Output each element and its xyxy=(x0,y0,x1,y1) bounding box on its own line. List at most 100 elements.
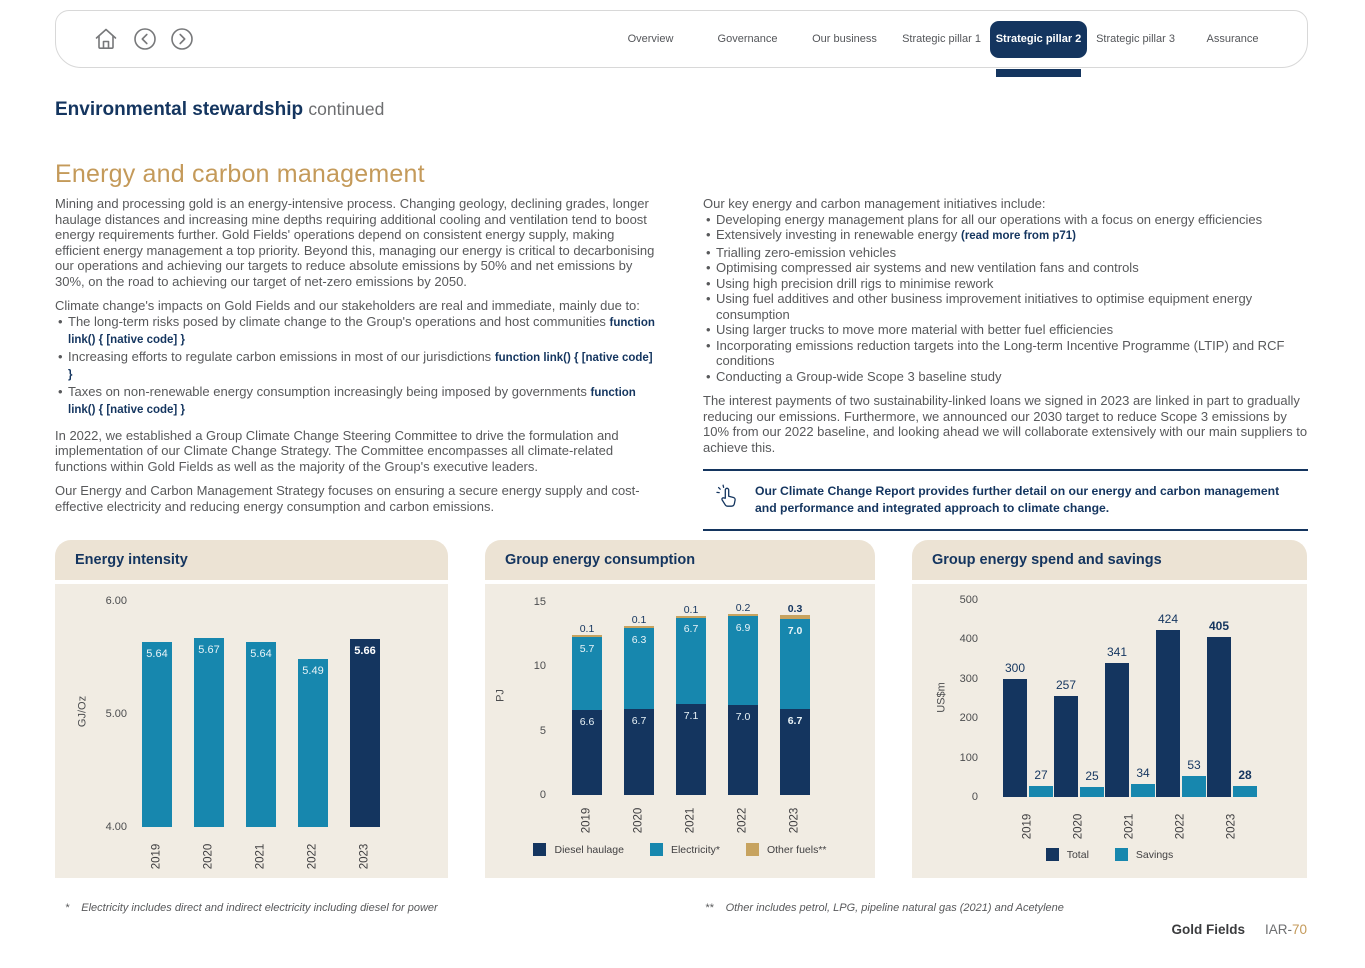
legend-item-electricity: Electricity* xyxy=(649,843,720,856)
chevron-left-icon[interactable] xyxy=(133,27,157,51)
bullet-item: The long-term risks posed by climate cha… xyxy=(55,314,660,349)
electricity-swatch-icon xyxy=(649,843,663,856)
legend-item-other-fuels: Other fuels** xyxy=(745,843,827,856)
read-more-link[interactable]: function link() { [native code] } xyxy=(68,316,655,347)
savings-value-label-2019: 27 xyxy=(1034,768,1048,783)
tab-strategic-pillar-3[interactable]: Strategic pillar 3 xyxy=(1087,11,1184,67)
bar-value-label-2023: 5.66 xyxy=(354,645,376,658)
top-navigation: Overview Governance Our business Strategic … xyxy=(55,10,1308,77)
segment-label-diesel-haulage-2020: 6.7 xyxy=(631,714,647,727)
bullet-item: Trialling zero-emission vehicles xyxy=(703,245,1308,261)
total-value-label-2023: 405 xyxy=(1208,619,1230,634)
segment-electricity-2019 xyxy=(572,636,602,711)
tab-label: Governance xyxy=(717,33,778,45)
total-bar-2022 xyxy=(1156,629,1180,797)
body-columns: Mining and processing gold is an energy-… xyxy=(55,196,1308,531)
page-number-prefix: IAR- xyxy=(1264,922,1292,937)
footnotes: * Electricity includes direct and indirec… xyxy=(55,902,1308,922)
right-bullet-list: Developing energy management plans for a… xyxy=(703,212,1308,385)
x-axis-label-2023: 2023 xyxy=(358,843,371,870)
bullet-text: Extensively investing in renewable energ… xyxy=(716,227,958,242)
page-number-value: 70 xyxy=(1291,922,1307,937)
bar-value-label-2021: 5.64 xyxy=(250,647,272,660)
tab-overview[interactable]: Overview xyxy=(602,11,699,67)
chart-title: Group energy spend and savings xyxy=(932,552,1162,568)
x-axis-label-2020: 2020 xyxy=(632,807,645,834)
footnote-electricity: * Electricity includes direct and indirec… xyxy=(65,902,438,914)
segment-electricity-2022 xyxy=(728,616,758,705)
x-axis-label-2020: 2020 xyxy=(1072,813,1085,840)
y-tick-500: 500 xyxy=(959,594,978,606)
y-tick-10: 10 xyxy=(533,660,546,673)
bullet-text: Conducting a Group-wide Scope 3 baseline… xyxy=(716,368,1002,384)
savings-value-label-2021: 34 xyxy=(1136,765,1150,780)
total-value-label-2022: 424 xyxy=(1157,611,1179,626)
y-axis-label: PJ xyxy=(494,689,507,702)
tab-label: Assurance xyxy=(1206,33,1259,45)
segment-electricity-2023 xyxy=(780,618,810,709)
chevron-right-icon[interactable] xyxy=(170,27,194,51)
segment-label-diesel-haulage-2021: 7.1 xyxy=(683,709,699,722)
segment-electricity-2021 xyxy=(676,617,706,704)
chart-panel-energy-intensity: Energy intensity 6.00 5.00 4.00 GJ/Oz 5.64 5.… xyxy=(55,540,448,878)
bullet-text: Using fuel additives and other business … xyxy=(716,291,1253,322)
segment-label-electricity-2019: 5.7 xyxy=(579,642,595,655)
total-bar-2019 xyxy=(1003,678,1027,797)
read-more-link[interactable]: (read more from p71) xyxy=(960,230,1077,242)
tab-governance[interactable]: Governance xyxy=(699,11,796,67)
y-tick-300: 300 xyxy=(959,672,978,685)
footnote-text: Other includes petrol, LPG, pipeline nat… xyxy=(725,902,1064,914)
chart-header: Energy intensity xyxy=(55,540,448,580)
other-fuels-swatch-icon xyxy=(745,843,759,856)
chart-legend: Diesel haulage Electricity* Other fuels** xyxy=(485,843,875,856)
page-title-text: Environmental stewardship xyxy=(55,99,304,120)
read-more-link[interactable]: function link() { [native code] } xyxy=(68,351,653,382)
y-tick-400: 400 xyxy=(959,633,978,646)
paragraph: Climate change's impacts on Gold Fields … xyxy=(55,298,640,313)
bullet-text: Optimising compressed air systems and ne… xyxy=(716,260,1139,275)
paragraph: Our Energy and Carbon Management Strateg… xyxy=(55,483,640,514)
segment-label-other-fuels-2020: 0.1 xyxy=(631,614,647,627)
tab-strategic-pillar-1[interactable]: Strategic pillar 1 xyxy=(893,11,990,67)
segment-label-other-fuels-2021: 0.1 xyxy=(683,604,699,617)
page-footer: Gold Fields IAR-70 xyxy=(1171,922,1307,937)
home-icon[interactable] xyxy=(92,25,120,53)
footnote-marker: ** xyxy=(705,902,714,914)
chart-group-energy-spend-savings: 500 400 300 200 100 0 US$m 300 27 257 25 341 34 424 53… xyxy=(912,584,1307,878)
read-more-link[interactable]: function link() { [native code] } xyxy=(68,386,636,417)
tab-assurance[interactable]: Assurance xyxy=(1184,11,1281,67)
segment-label-electricity-2022: 6.9 xyxy=(735,622,751,635)
y-axis-label: GJ/Oz xyxy=(76,695,89,728)
segment-other-fuels-2020 xyxy=(624,626,654,628)
legend-label: Electricity* xyxy=(670,843,720,856)
bullet-item: Taxes on non-renewable energy consumptio… xyxy=(55,384,660,419)
total-value-label-2019: 300 xyxy=(1004,660,1026,675)
savings-bar-2019 xyxy=(1029,786,1053,797)
bullet-text: The long-term risks posed by climate cha… xyxy=(68,313,606,329)
x-axis-label-2020: 2020 xyxy=(202,843,215,870)
charts-row: Energy intensity 6.00 5.00 4.00 GJ/Oz 5.64 5.… xyxy=(55,540,1307,878)
bar-2021 xyxy=(246,641,276,827)
legend-label: Diesel haulage xyxy=(554,843,624,856)
bullet-text: Using high precision drill rigs to minim… xyxy=(716,275,994,291)
y-tick-100: 100 xyxy=(959,751,978,764)
x-axis-label-2019: 2019 xyxy=(580,807,593,834)
segment-other-fuels-2023 xyxy=(780,614,810,619)
x-axis-label-2022: 2022 xyxy=(1174,813,1187,840)
y-tick-5.00: 5.00 xyxy=(105,708,127,720)
legend-label: Other fuels** xyxy=(766,843,827,856)
bar-value-label-2020: 5.67 xyxy=(198,644,220,657)
savings-swatch-icon xyxy=(1114,848,1128,861)
bullet-text: Using larger trucks to move more materia… xyxy=(716,322,1114,337)
tab-our-business[interactable]: Our business xyxy=(796,11,893,67)
x-axis-label-2021: 2021 xyxy=(1123,813,1136,840)
tab-strategic-pillar-2[interactable]: Strategic pillar 2 xyxy=(990,11,1087,77)
paragraph: In 2022, we established a Group Climate … xyxy=(55,427,619,474)
segment-label-diesel-haulage-2023: 6.7 xyxy=(787,714,803,727)
segment-diesel-haulage-2021 xyxy=(676,703,706,795)
bar-value-label-2022: 5.49 xyxy=(302,664,324,677)
nav-icon-group xyxy=(92,25,194,53)
bullet-text: Incorporating emissions reduction target… xyxy=(716,337,1285,369)
x-axis-label-2021: 2021 xyxy=(684,807,697,834)
bullet-item: Using larger trucks to move more materia… xyxy=(703,322,1308,338)
